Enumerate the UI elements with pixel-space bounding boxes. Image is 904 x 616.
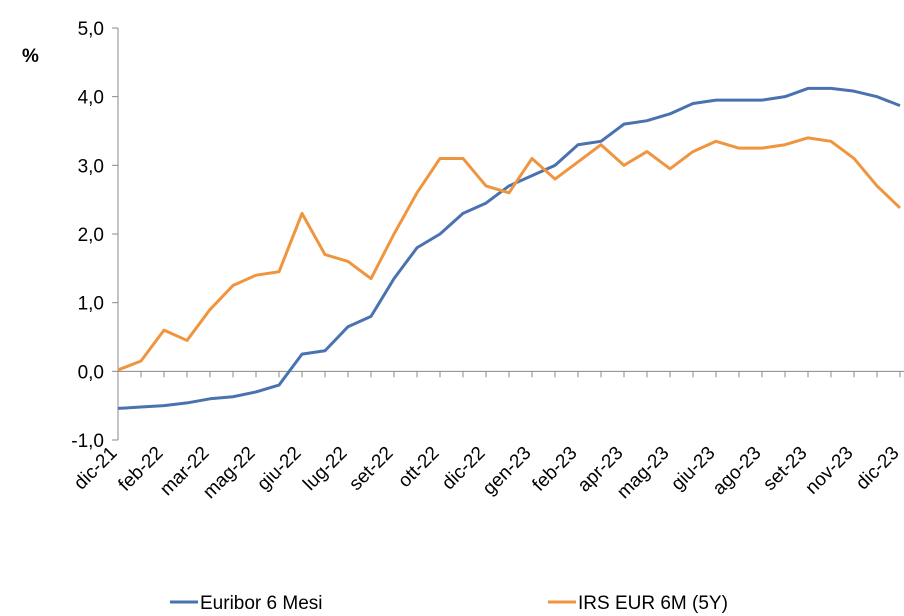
x-tick-label: ott-22	[394, 443, 443, 492]
y-tick-label: 0,0	[78, 362, 104, 383]
x-tick-label: gen-23	[479, 443, 536, 500]
legend-label: IRS EUR 6M (5Y)	[578, 593, 728, 614]
x-tick-label: dic-23	[852, 443, 903, 494]
series-line	[117, 86, 901, 410]
series-line	[117, 136, 902, 372]
y-tick-label: 4,0	[78, 88, 104, 109]
x-tick-label: feb-23	[529, 443, 582, 496]
x-tick-label: ago-23	[709, 443, 766, 500]
x-tick-label: set-22	[345, 443, 397, 495]
x-tick-label: giu-22	[253, 443, 305, 495]
y-tick-label: 2,0	[78, 225, 104, 246]
y-tick-label: 3,0	[78, 156, 104, 177]
y-axis-label: %	[22, 46, 39, 67]
y-tick-label: 1,0	[78, 294, 104, 315]
y-tick-label: 5,0	[78, 19, 104, 40]
y-tick-label: -1,0	[71, 431, 104, 452]
legend-label: Euribor 6 Mesi	[200, 593, 323, 614]
x-tick-label: mag-23	[613, 443, 673, 503]
x-tick-label: nov-23	[802, 443, 858, 499]
x-tick-label: lug-22	[299, 443, 351, 495]
x-tick-label: mag-22	[199, 443, 259, 503]
